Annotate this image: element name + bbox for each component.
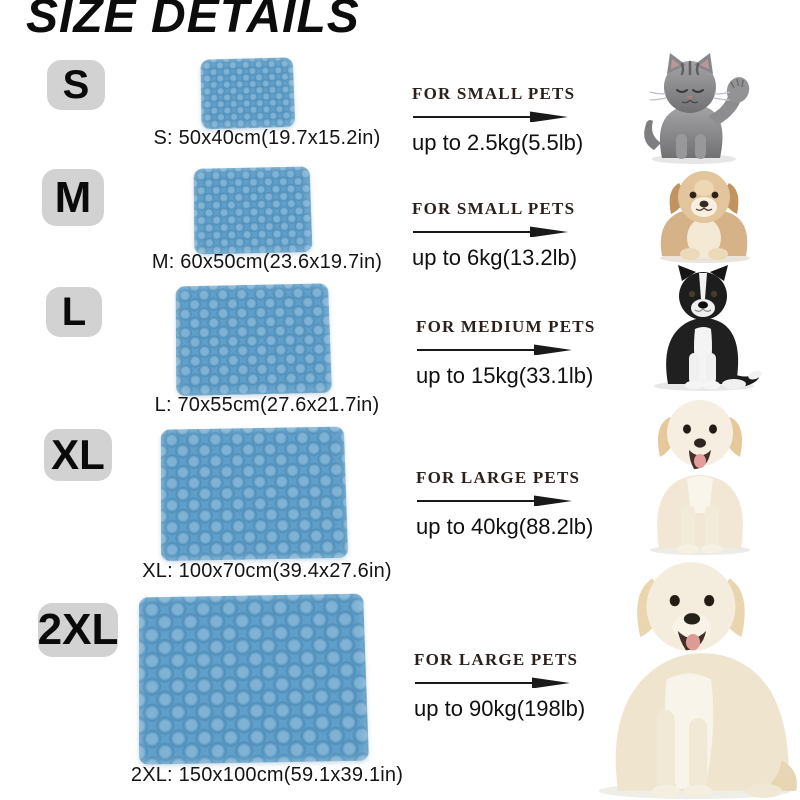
max-weight-label: up to 40kg(88.2lb) — [416, 514, 594, 539]
size-badge-label: L — [61, 290, 87, 334]
size-badge-l: L — [46, 287, 102, 337]
max-weight-label: up to 90kg(198lb) — [414, 696, 586, 721]
cooling-mat-xl — [160, 426, 349, 562]
cooling-mat-m — [193, 166, 313, 255]
cooling-mat-2xl — [138, 593, 369, 765]
dimensions-text-m: M: 60x50cm(23.6x19.7in) — [151, 251, 383, 273]
pet-info-2xl: FOR LARGE PETS up to 90kg(198lb) — [414, 650, 614, 722]
cooling-mat-s — [200, 57, 296, 130]
pet-info-xl: FOR LARGE PETS up to 40kg(88.2lb) — [416, 468, 616, 540]
pet-info-m: FOR SMALL PETS up to 6kg(13.2lb) — [412, 199, 612, 271]
cooling-mat-l — [175, 283, 332, 396]
dimensions-text-l: L: 70x55cm(27.6x21.7in) — [154, 394, 380, 416]
max-weight-label: up to 6kg(13.2lb) — [412, 245, 578, 270]
dimensions-text-s: S: 50x40cm(19.7x15.2in) — [153, 127, 381, 149]
max-weight-label: up to 2.5kg(5.5lb) — [412, 130, 584, 155]
size-badge-label: XL — [51, 431, 105, 478]
arrow-right-icon — [415, 677, 570, 688]
max-weight-label: up to 15kg(33.1lb) — [416, 363, 594, 388]
pet-category-label: FOR SMALL PETS — [412, 199, 576, 218]
kitten-image — [636, 52, 764, 165]
size-badge-2xl: 2XL — [38, 603, 118, 657]
arrow-right-icon — [417, 495, 572, 506]
pet-info-l: FOR MEDIUM PETS up to 15kg(33.1lb) — [416, 317, 616, 389]
page-title: SIZE DETAILS — [26, 0, 360, 43]
pet-category-label: FOR LARGE PETS — [416, 468, 581, 487]
size-badge-label: 2XL — [37, 605, 119, 654]
tan-puppy-image — [646, 164, 764, 263]
dimensions-text-2xl: 2XL: 150x100cm(59.1x39.1in) — [130, 764, 404, 786]
dimensions-text-xl: XL: 100x70cm(39.4x27.6in) — [142, 560, 392, 582]
arrow-right-icon — [413, 226, 568, 237]
pet-info-s: FOR SMALL PETS up to 2.5kg(5.5lb) — [412, 84, 612, 156]
arrow-right-icon — [413, 111, 568, 122]
arrow-right-icon — [417, 344, 572, 355]
size-badge-xl: XL — [44, 429, 112, 481]
golden-puppy-image — [637, 393, 763, 556]
golden-retriever-image — [590, 548, 800, 800]
pet-category-label: FOR MEDIUM PETS — [416, 317, 596, 336]
size-badge-label: S — [62, 63, 90, 107]
pet-category-label: FOR SMALL PETS — [412, 84, 576, 103]
border-collie-image — [642, 263, 766, 392]
size-badge-label: M — [54, 172, 92, 222]
size-badge-s: S — [47, 60, 105, 110]
size-badge-m: M — [42, 169, 104, 226]
pet-category-label: FOR LARGE PETS — [414, 650, 579, 669]
